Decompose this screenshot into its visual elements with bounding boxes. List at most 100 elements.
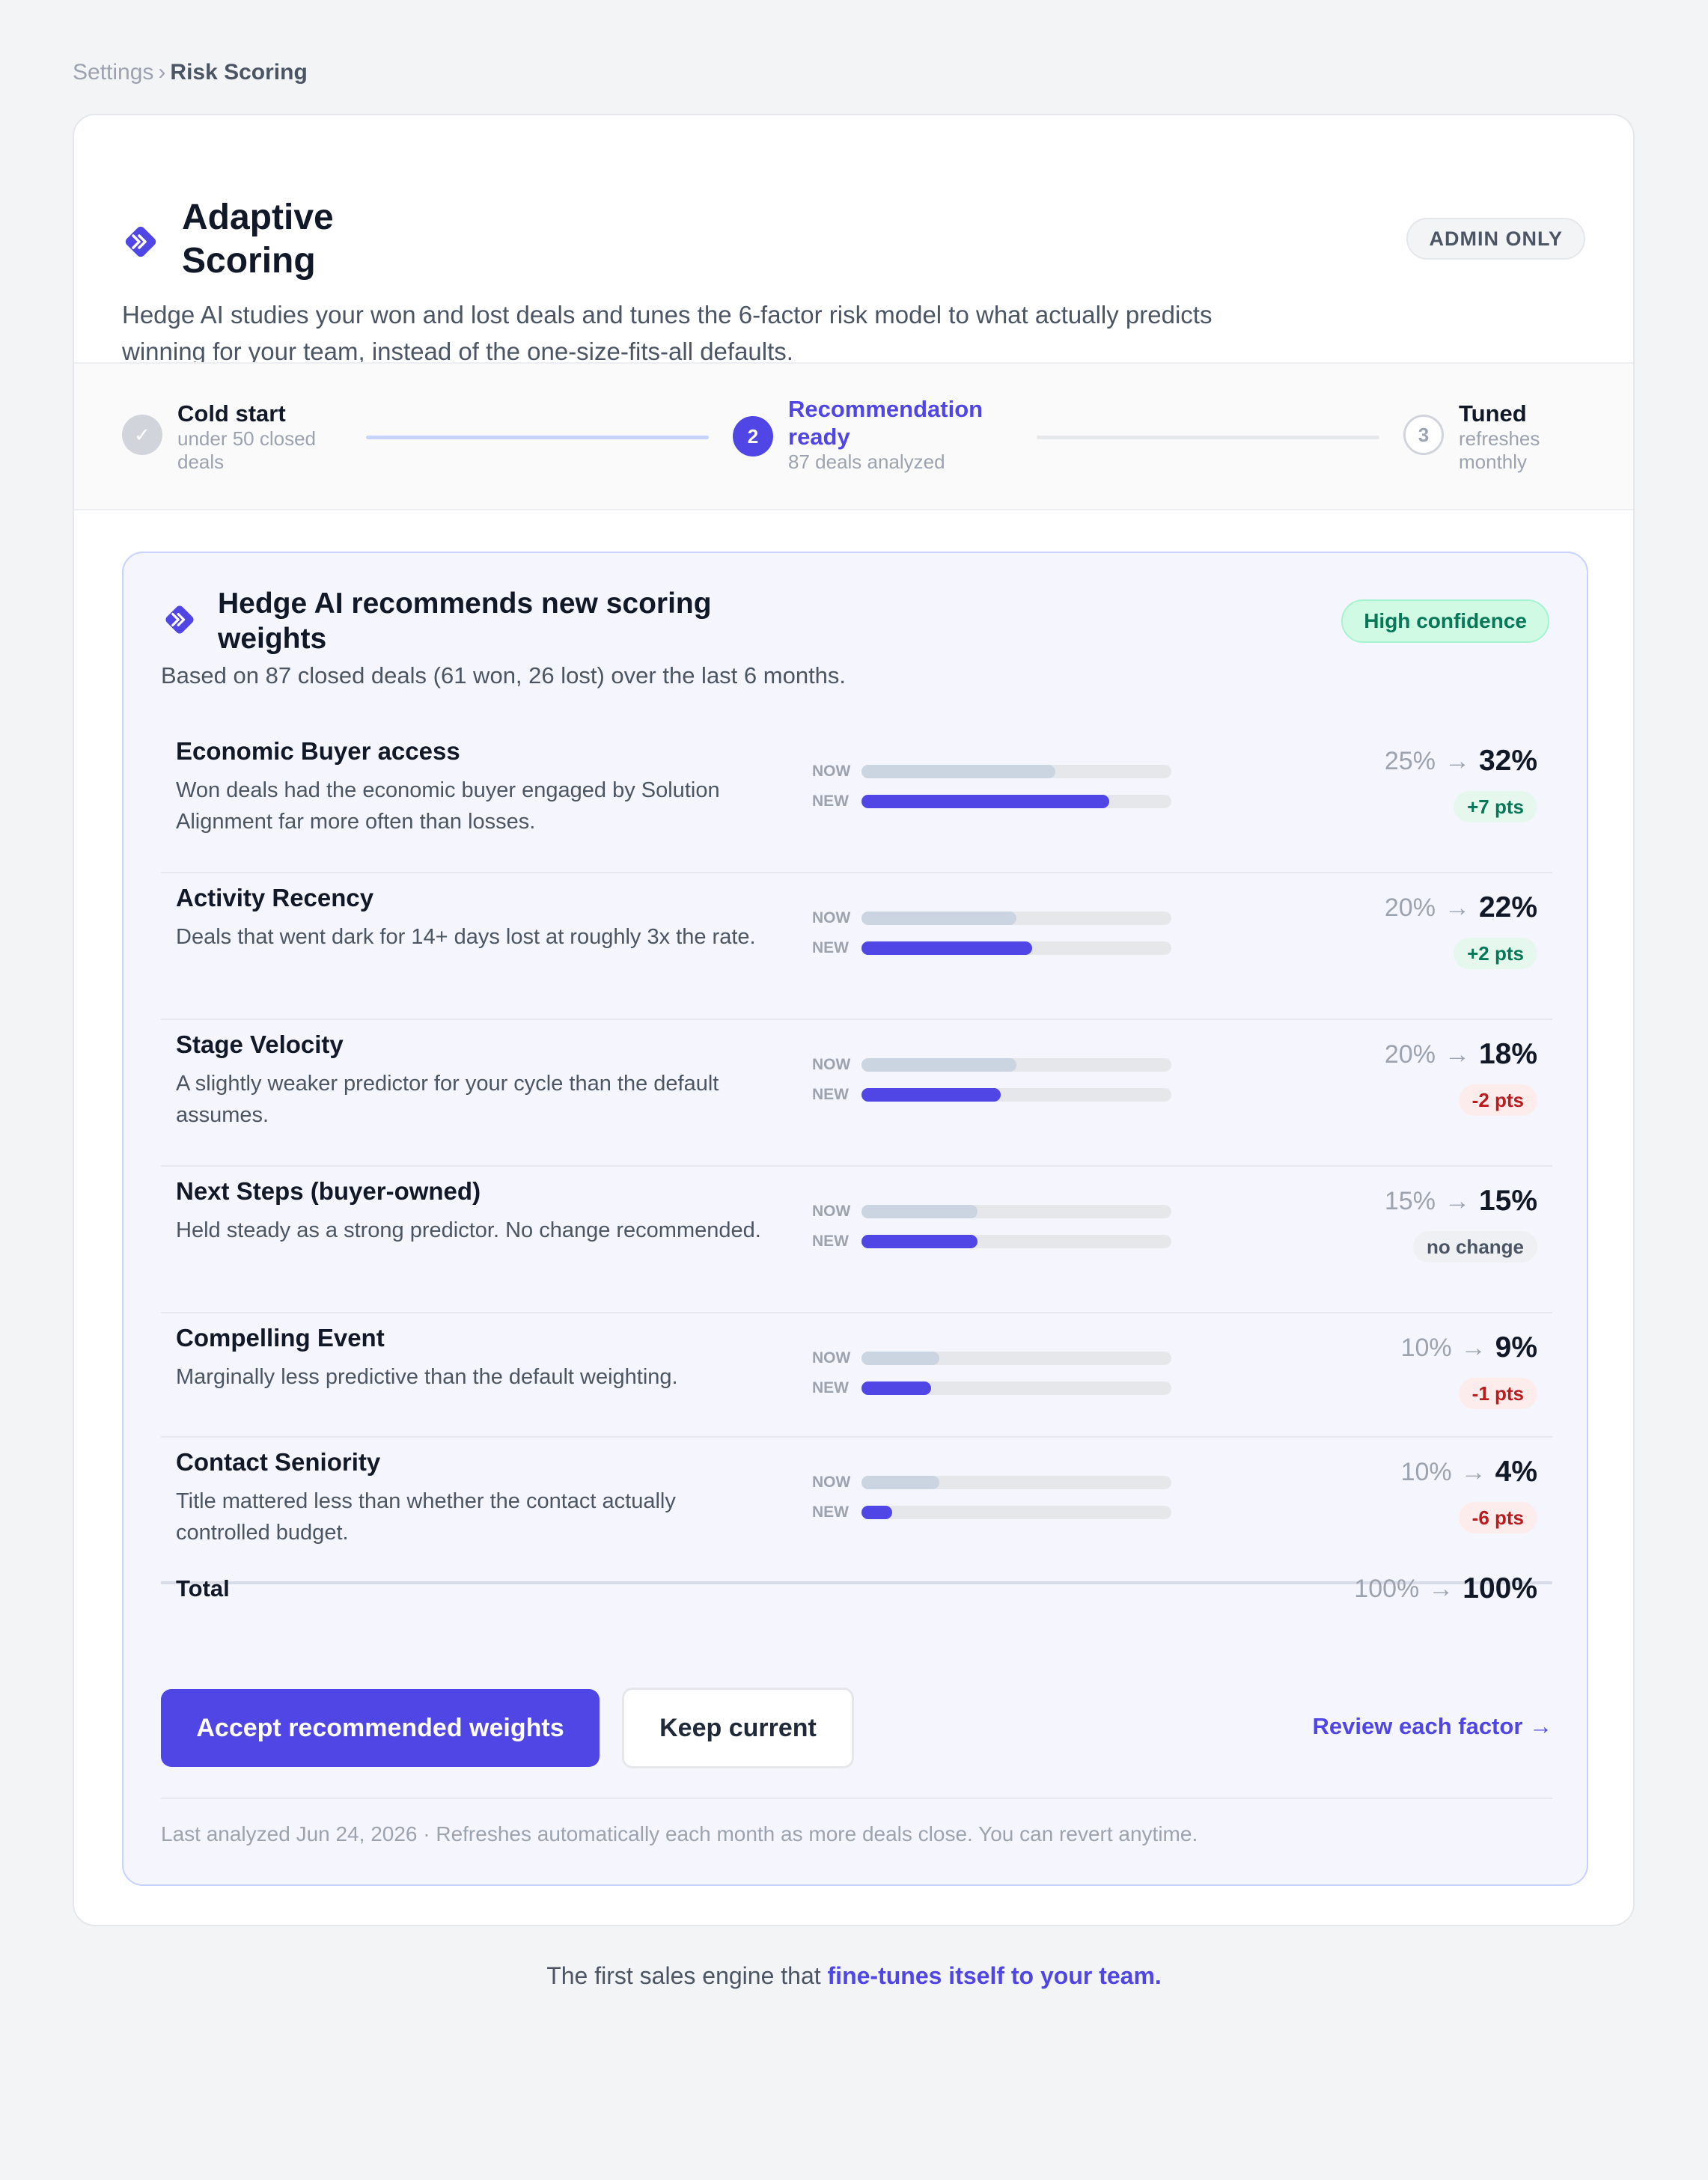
- keep-current-button[interactable]: Keep current: [622, 1688, 854, 1768]
- now-label: NOW: [812, 1349, 851, 1367]
- new-bar-fill: [861, 941, 1032, 955]
- check-icon: ✓: [122, 415, 162, 455]
- new-label: NEW: [812, 1086, 849, 1103]
- review-factors-link[interactable]: Review each factor →: [1312, 1713, 1552, 1739]
- new-bar-track: [861, 1235, 1171, 1248]
- current-weight: 25%: [1384, 746, 1436, 775]
- change-chip: -2 pts: [1458, 1084, 1537, 1116]
- recommended-weight: 32%: [1478, 745, 1537, 777]
- now-bar-track: [861, 1058, 1171, 1072]
- progress-stepper: ✓ Cold start under 50 closed deals 2 Rec…: [74, 362, 1633, 510]
- new-bar-fill: [861, 1506, 893, 1519]
- step-label: Recommendation ready: [788, 396, 983, 450]
- factor-name: Next Steps (buyer-owned): [176, 1177, 481, 1205]
- weight-values: 10% → 4%: [1401, 1456, 1537, 1489]
- weight-bars: NOW NEW: [812, 1050, 1171, 1110]
- weight-values: 20% → 22%: [1385, 891, 1537, 924]
- page-title: Adaptive Scoring: [182, 198, 334, 281]
- recommended-weight: 4%: [1495, 1456, 1537, 1488]
- weight-values: 20% → 18%: [1385, 1038, 1537, 1071]
- new-bar-fill: [861, 1088, 1001, 1102]
- now-bar-track: [861, 912, 1171, 925]
- breadcrumb: Settings › Risk Scoring: [73, 60, 308, 85]
- new-label: NEW: [812, 1503, 849, 1521]
- change-chip: +2 pts: [1454, 938, 1537, 969]
- factor-description: Title mattered less than whether the con…: [176, 1489, 676, 1545]
- factor-description: Marginally less predictive than the defa…: [176, 1365, 678, 1389]
- chevrons-diamond-icon: [125, 226, 156, 257]
- admin-only-badge: ADMIN ONLY: [1406, 218, 1585, 260]
- arrow-right-icon: →: [1444, 893, 1470, 922]
- now-bar-track: [861, 765, 1171, 778]
- current-weight: 10%: [1400, 1333, 1452, 1362]
- now-bar-track: [861, 1352, 1171, 1365]
- confidence-badge: High confidence: [1341, 599, 1549, 643]
- new-bar-track: [861, 941, 1171, 955]
- step-number: 3: [1403, 415, 1444, 455]
- new-label: NEW: [812, 1233, 849, 1250]
- factor-row: Next Steps (buyer-owned) Held steady as …: [161, 1167, 1552, 1313]
- new-bar-fill: [861, 1381, 932, 1395]
- factor-row: Economic Buyer access Won deals had the …: [161, 727, 1552, 873]
- total-values: 100% → 100%: [1354, 1572, 1537, 1605]
- weight-values: 15% → 15%: [1385, 1185, 1537, 1218]
- now-bar-fill: [861, 765, 1055, 778]
- change-chip: -6 pts: [1458, 1502, 1537, 1533]
- weight-bars: NOW NEW: [812, 1468, 1171, 1527]
- step-number: 2: [733, 416, 773, 457]
- arrow-right-icon: →: [1460, 1333, 1486, 1362]
- factor-name: Economic Buyer access: [176, 737, 460, 765]
- tagline: The first sales engine that fine-tunes i…: [0, 1962, 1708, 1990]
- breadcrumb-separator: ›: [158, 60, 166, 85]
- arrow-right-icon: →: [1444, 746, 1470, 775]
- weight-bars: NOW NEW: [812, 1343, 1171, 1403]
- chevrons-diamond-icon: [165, 605, 194, 634]
- weight-values: 10% → 9%: [1401, 1331, 1537, 1364]
- weight-bars: NOW NEW: [812, 757, 1171, 816]
- stepper-connector-1: [366, 436, 709, 439]
- recommended-weight: 15%: [1478, 1185, 1537, 1217]
- accept-weights-button[interactable]: Accept recommended weights: [161, 1689, 600, 1767]
- step-sublabel: under 50 closed deals: [177, 427, 317, 473]
- tagline-emphasis: fine-tunes itself to your team.: [827, 1962, 1162, 1989]
- step-recommendation-ready: 2 Recommendation ready 87 deals analyzed: [733, 395, 1013, 474]
- recommended-weight: 22%: [1478, 891, 1537, 923]
- current-weight: 15%: [1384, 1186, 1436, 1215]
- now-bar-fill: [861, 1476, 939, 1489]
- now-bar-fill: [861, 1352, 939, 1365]
- new-bar-track: [861, 795, 1171, 808]
- now-bar-track: [861, 1205, 1171, 1218]
- arrow-right-icon: →: [1428, 1574, 1454, 1603]
- action-bar: Accept recommended weights Keep current …: [161, 1688, 1552, 1768]
- tagline-lead: The first sales engine that: [546, 1962, 828, 1989]
- now-label: NOW: [812, 1203, 851, 1220]
- factor-name: Activity Recency: [176, 884, 374, 912]
- new-label: NEW: [812, 793, 849, 810]
- factor-description: Won deals had the economic buyer engaged…: [176, 778, 720, 834]
- now-bar-track: [861, 1476, 1171, 1489]
- step-sublabel: 87 deals analyzed: [788, 451, 945, 473]
- new-label: NEW: [812, 1379, 849, 1396]
- step-label: Cold start: [177, 400, 286, 427]
- recommendation-basis: Based on 87 closed deals (61 won, 26 los…: [161, 662, 847, 688]
- current-total: 100%: [1354, 1574, 1420, 1603]
- breadcrumb-settings-link[interactable]: Settings: [73, 60, 154, 85]
- factor-name: Compelling Event: [176, 1324, 385, 1352]
- new-bar-fill: [861, 795, 1110, 808]
- analysis-footnote: Last analyzed Jun 24, 2026 · Refreshes a…: [161, 1822, 1198, 1845]
- change-chip: -1 pts: [1458, 1378, 1537, 1409]
- change-chip: +7 pts: [1454, 791, 1537, 822]
- current-weight: 20%: [1384, 1039, 1436, 1069]
- factor-description: A slightly weaker predictor for your cyc…: [176, 1072, 719, 1127]
- total-row: Total 100% → 100%: [161, 1559, 1552, 1619]
- now-bar-fill: [861, 1058, 1016, 1072]
- page-description: Hedge AI studies your won and lost deals…: [122, 301, 1213, 365]
- current-weight: 10%: [1400, 1457, 1452, 1486]
- factor-name: Contact Seniority: [176, 1448, 381, 1476]
- now-label: NOW: [812, 1056, 851, 1073]
- now-label: NOW: [812, 1474, 851, 1491]
- now-bar-fill: [861, 912, 1016, 925]
- new-bar-track: [861, 1381, 1171, 1395]
- change-chip: no change: [1412, 1231, 1537, 1262]
- recommendation-title: Hedge AI recommends new scoring weights: [218, 587, 712, 655]
